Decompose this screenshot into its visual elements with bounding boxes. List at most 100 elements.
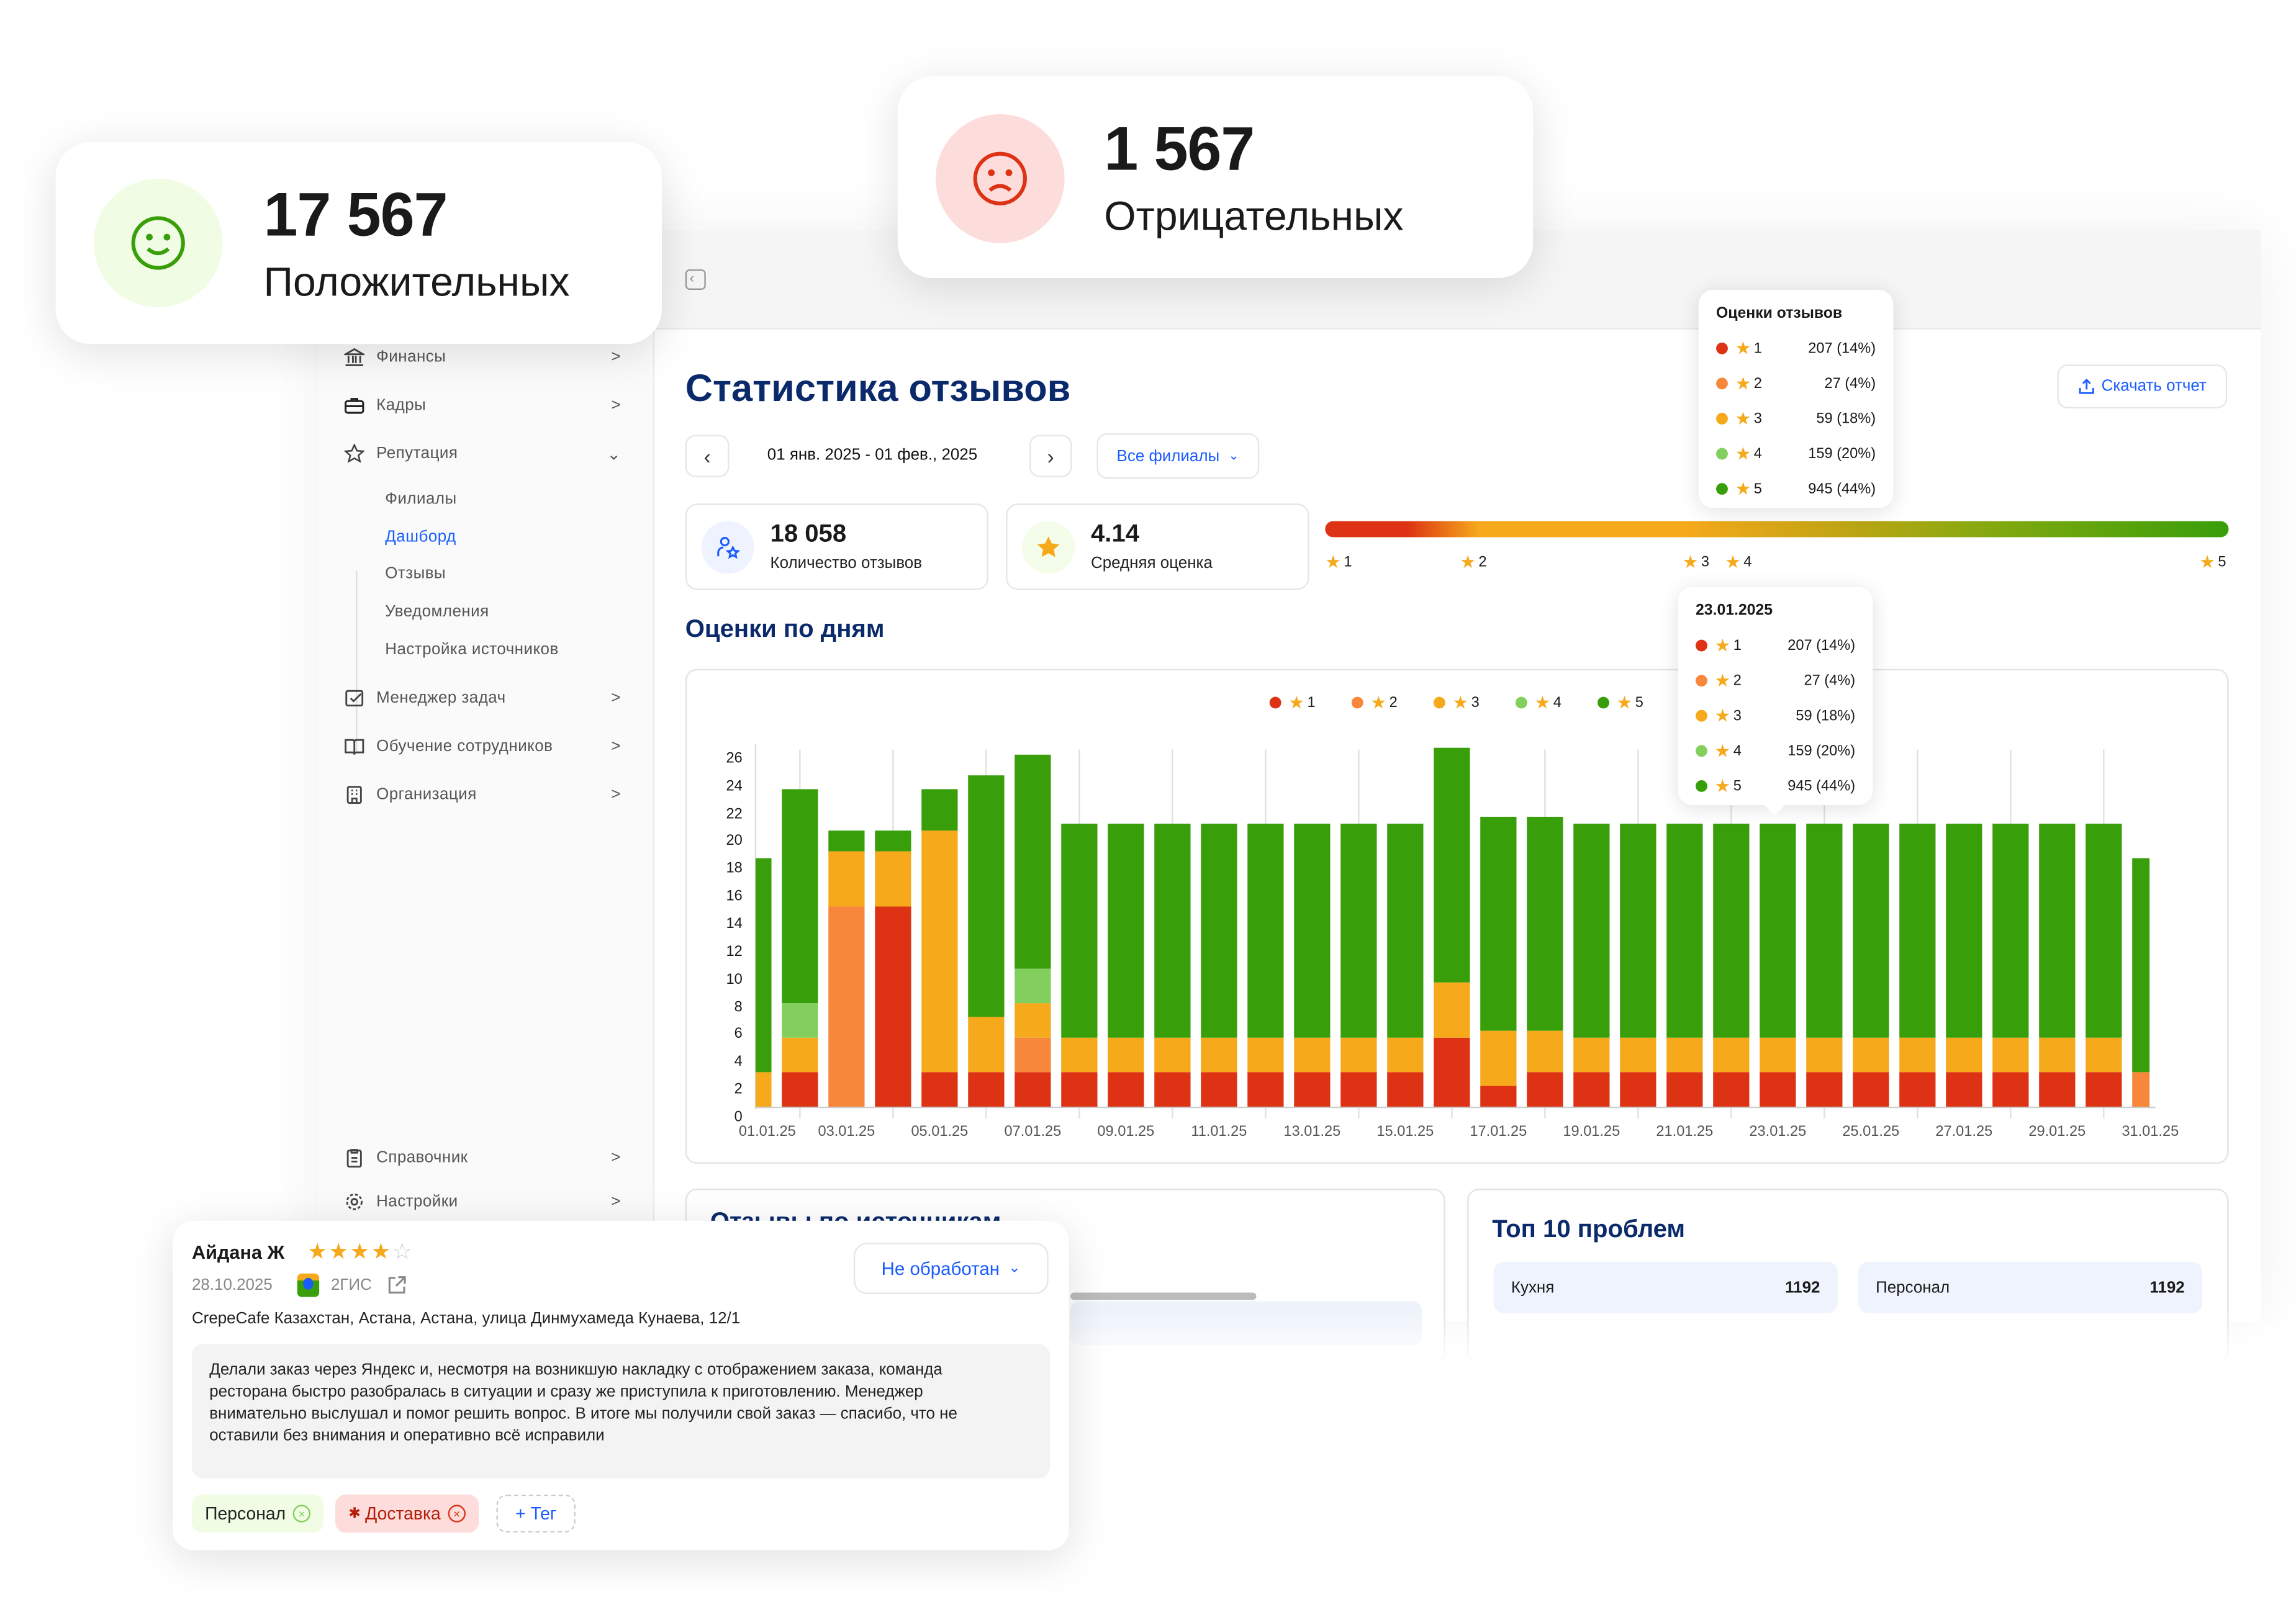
submenu-item-branches[interactable]: Филиалы [385,490,457,508]
bar-segment-13.01.25-5[interactable] [1294,824,1331,1038]
bar-segment-13.01.25-3[interactable] [1294,1037,1331,1073]
sidebar-item-hr[interactable]: Кадры > [344,391,630,420]
bar-segment-27.01.25-5[interactable] [1946,824,1982,1038]
bar-segment-21.01.25-5[interactable] [1666,824,1703,1038]
bar-segment-24.01.25-5[interactable] [1806,824,1843,1038]
review-status-dropdown[interactable]: Не обработан ⌄ [853,1243,1049,1294]
sidebar-item-organization[interactable]: Организация > [344,780,630,809]
bar-segment-21.01.25-1[interactable] [1666,1072,1703,1107]
bar-segment-27.01.25-3[interactable] [1946,1037,1982,1073]
bar-segment-25.01.25-3[interactable] [1853,1037,1889,1073]
bar-segment-03.01.25-3[interactable] [828,851,865,907]
bar-segment-31.01.25-5[interactable] [2132,858,2168,1073]
bar-segment-07.01.25-2[interactable] [1015,1037,1051,1073]
sidebar-item-reputation[interactable]: Репутация ⌄ [344,439,630,469]
bar-segment-23.01.25-3[interactable] [1760,1037,1796,1073]
bar-segment-04.01.25-1[interactable] [875,906,911,1107]
sidebar-item-training[interactable]: Обучение сотрудников > [344,732,630,761]
sidebar-item-directory[interactable]: Справочник > [344,1143,630,1172]
bar-segment-14.01.25-5[interactable] [1340,824,1377,1038]
external-link-icon[interactable] [387,1275,407,1295]
bar-segment-07.01.25-3[interactable] [1015,1003,1051,1038]
bar-segment-01.01.25-3[interactable] [735,1072,772,1107]
remove-tag-icon[interactable]: × [448,1505,466,1523]
bar-segment-07.01.25-4[interactable] [1015,968,1051,1004]
bar-segment-22.01.25-3[interactable] [1713,1037,1750,1073]
add-tag-button[interactable]: + Тег [496,1494,576,1533]
bar-segment-05.01.25-3[interactable] [921,830,958,1073]
remove-tag-icon[interactable]: × [292,1505,311,1523]
bar-segment-07.01.25-5[interactable] [1015,754,1051,969]
bar-segment-02.01.25-4[interactable] [782,1003,818,1038]
bar-segment-18.01.25-3[interactable] [1527,1030,1563,1073]
bar-segment-04.01.25-3[interactable] [875,851,911,907]
bar-segment-19.01.25-5[interactable] [1573,824,1610,1038]
bar-segment-11.01.25-1[interactable] [1201,1072,1237,1107]
prev-period-button[interactable]: ‹ [685,434,730,477]
bar-segment-05.01.25-5[interactable] [921,789,958,831]
bar-segment-12.01.25-3[interactable] [1247,1037,1284,1073]
bar-segment-26.01.25-5[interactable] [1899,824,1936,1038]
bar-segment-03.01.25-2[interactable] [828,906,865,1107]
bar-segment-19.01.25-1[interactable] [1573,1072,1610,1107]
bar-segment-19.01.25-3[interactable] [1573,1037,1610,1073]
bar-segment-23.01.25-1[interactable] [1760,1072,1796,1107]
bar-segment-18.01.25-5[interactable] [1527,816,1563,1031]
bar-segment-06.01.25-5[interactable] [968,775,1005,1017]
bar-segment-30.01.25-5[interactable] [2086,824,2122,1038]
bar-segment-20.01.25-5[interactable] [1620,824,1656,1038]
bar-segment-17.01.25-5[interactable] [1480,816,1517,1031]
bar-segment-16.01.25-5[interactable] [1434,747,1470,983]
bar-segment-26.01.25-3[interactable] [1899,1037,1936,1073]
bar-segment-20.01.25-1[interactable] [1620,1072,1656,1107]
bar-segment-20.01.25-3[interactable] [1620,1037,1656,1073]
bar-segment-24.01.25-1[interactable] [1806,1072,1843,1107]
sidebar-item-task-manager[interactable]: Менеджер задач > [344,683,630,713]
bar-segment-22.01.25-5[interactable] [1713,824,1750,1038]
submenu-item-notifications[interactable]: Уведомления [385,603,489,621]
bar-segment-16.01.25-3[interactable] [1434,982,1470,1038]
bar-segment-02.01.25-3[interactable] [782,1037,818,1073]
bar-segment-02.01.25-5[interactable] [782,789,818,1004]
bar-segment-17.01.25-3[interactable] [1480,1030,1517,1086]
bar-segment-28.01.25-1[interactable] [1992,1072,2029,1107]
bar-segment-02.01.25-1[interactable] [782,1072,818,1107]
bar-segment-27.01.25-1[interactable] [1946,1072,1982,1107]
bar-segment-10.01.25-3[interactable] [1154,1037,1191,1073]
bar-segment-07.01.25-1[interactable] [1015,1072,1051,1107]
sidebar-item-finance[interactable]: Финансы > [344,343,630,372]
bar-segment-18.01.25-1[interactable] [1527,1072,1563,1107]
bar-segment-25.01.25-5[interactable] [1853,824,1889,1038]
bar-segment-06.01.25-3[interactable] [968,1017,1005,1073]
bar-segment-09.01.25-1[interactable] [1108,1072,1144,1107]
bar-segment-13.01.25-1[interactable] [1294,1072,1331,1107]
bar-segment-04.01.25-5[interactable] [875,830,911,852]
bar-segment-11.01.25-5[interactable] [1201,824,1237,1038]
bar-segment-14.01.25-1[interactable] [1340,1072,1377,1107]
bar-segment-01.01.25-5[interactable] [735,858,772,1073]
next-period-button[interactable]: › [1029,434,1072,477]
problem-item[interactable]: Кухня 1192 [1493,1261,1838,1313]
bar-segment-21.01.25-3[interactable] [1666,1037,1703,1073]
branch-filter-dropdown[interactable]: Все филиалы ⌄ [1096,433,1260,479]
bar-segment-31.01.25-2[interactable] [2132,1072,2168,1107]
bar-segment-08.01.25-1[interactable] [1061,1072,1098,1107]
bar-segment-08.01.25-3[interactable] [1061,1037,1098,1073]
bar-segment-09.01.25-3[interactable] [1108,1037,1144,1073]
bar-segment-06.01.25-1[interactable] [968,1072,1005,1107]
sidebar-item-settings[interactable]: Настройки > [344,1187,630,1217]
bar-segment-12.01.25-1[interactable] [1247,1072,1284,1107]
bar-segment-12.01.25-5[interactable] [1247,824,1284,1038]
bar-segment-11.01.25-3[interactable] [1201,1037,1237,1073]
bar-segment-05.01.25-1[interactable] [921,1072,958,1107]
problem-item[interactable]: Персонал 1192 [1858,1261,2203,1313]
bar-segment-29.01.25-1[interactable] [2039,1072,2076,1107]
bar-segment-15.01.25-1[interactable] [1387,1072,1424,1107]
bar-segment-10.01.25-1[interactable] [1154,1072,1191,1107]
bar-segment-28.01.25-3[interactable] [1992,1037,2029,1073]
bar-segment-26.01.25-1[interactable] [1899,1072,1936,1107]
bar-segment-16.01.25-1[interactable] [1434,1037,1470,1107]
bar-segment-09.01.25-5[interactable] [1108,824,1144,1038]
bar-segment-15.01.25-3[interactable] [1387,1037,1424,1073]
download-report-button[interactable]: Скачать отчет [2057,364,2228,408]
